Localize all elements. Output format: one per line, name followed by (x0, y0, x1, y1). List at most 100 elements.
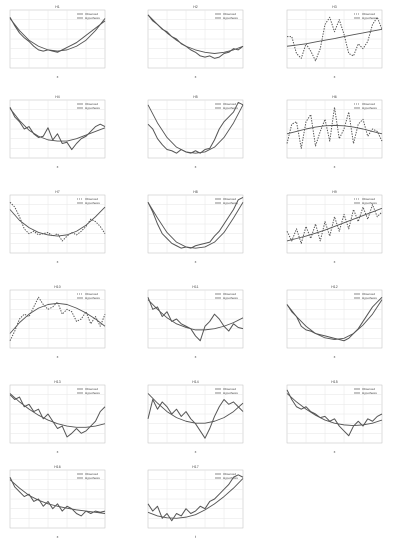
chart-title: H8 (193, 190, 198, 194)
legend-label: Observed (223, 472, 236, 476)
legend-label: Hypothesis (85, 201, 100, 205)
series-line-observed (9, 477, 106, 517)
x-axis-label: x (195, 165, 197, 169)
series-line-hypothesis (9, 108, 106, 142)
legend-label: Observed (223, 197, 236, 201)
x-axis-label: x (334, 260, 336, 264)
legend-label: Hypothesis (85, 106, 100, 110)
legend-label: Observed (362, 197, 375, 201)
series-line-hypothesis (9, 302, 106, 334)
series-line-observed (287, 16, 383, 62)
x-axis-label: x (195, 355, 197, 359)
legend-label: Hypothesis (362, 16, 377, 20)
x-axis-label: x (195, 260, 197, 264)
legend-label: Hypothesis (223, 106, 238, 110)
series-line-hypothesis (9, 18, 106, 52)
chart-title: H11 (192, 285, 198, 289)
x-axis-label: x (57, 450, 59, 454)
series-line-observed (147, 101, 244, 154)
series-line-observed (9, 201, 106, 242)
x-axis-label: x (57, 75, 59, 79)
x-axis-label: x (334, 355, 336, 359)
series-line-hypothesis (286, 393, 383, 427)
x-axis-label: x (57, 165, 59, 169)
legend-label: Observed (362, 102, 375, 106)
legend-label: Hypothesis (85, 296, 100, 300)
series-line-hypothesis (9, 393, 106, 428)
series-line-hypothesis (286, 28, 383, 47)
series-line-observed (147, 399, 244, 439)
series-line-observed (286, 204, 383, 244)
legend-label: Observed (223, 102, 236, 106)
series-line-hypothesis (286, 124, 383, 135)
x-axis-label: x (57, 535, 59, 539)
chart-title: H1 (55, 5, 60, 9)
legend-label: Hypothesis (85, 16, 100, 20)
legend-label: Hypothesis (362, 201, 377, 205)
x-axis-label: t (195, 535, 196, 539)
series-line-hypothesis (286, 207, 383, 242)
legend-label: Hypothesis (362, 391, 377, 395)
legend-label: Hypothesis (85, 391, 100, 395)
legend-label: Observed (223, 12, 236, 16)
series-line-hypothesis (147, 104, 244, 154)
legend-label: Observed (362, 292, 375, 296)
chart-title: H9 (332, 190, 337, 194)
series-line-observed (9, 17, 106, 53)
x-axis-label: x (57, 355, 59, 359)
series-line-hypothesis (147, 299, 244, 331)
chart-title: H7 (55, 190, 60, 194)
legend-label: Observed (362, 12, 375, 16)
legend-label: Hypothesis (362, 296, 377, 300)
chart-title: H4 (55, 95, 60, 99)
legend-label: Observed (223, 292, 236, 296)
series-line-observed (147, 196, 244, 249)
legend-label: Hypothesis (362, 106, 377, 110)
series-line-hypothesis (9, 206, 106, 237)
legend-label: Hypothesis (223, 201, 238, 205)
legend-label: Observed (85, 472, 98, 476)
legend-label: Observed (85, 197, 98, 201)
series-line-observed (147, 14, 244, 59)
chart-title: H15 (331, 380, 337, 384)
chart-title: H3 (332, 5, 337, 9)
series-line-hypothesis (9, 479, 106, 514)
chart-title: H14 (192, 380, 198, 384)
x-axis-label: x (195, 75, 197, 79)
legend-label: Observed (362, 387, 375, 391)
x-axis-label: x (334, 75, 336, 79)
legend-label: Observed (85, 12, 98, 16)
series-line-observed (9, 394, 106, 438)
series-line-hypothesis (147, 14, 244, 54)
chart-title: H5 (193, 95, 198, 99)
x-axis-label: x (334, 165, 336, 169)
x-axis-label: x (334, 450, 336, 454)
chart-title: H17 (192, 465, 198, 469)
series-line-hypothesis (147, 393, 244, 424)
